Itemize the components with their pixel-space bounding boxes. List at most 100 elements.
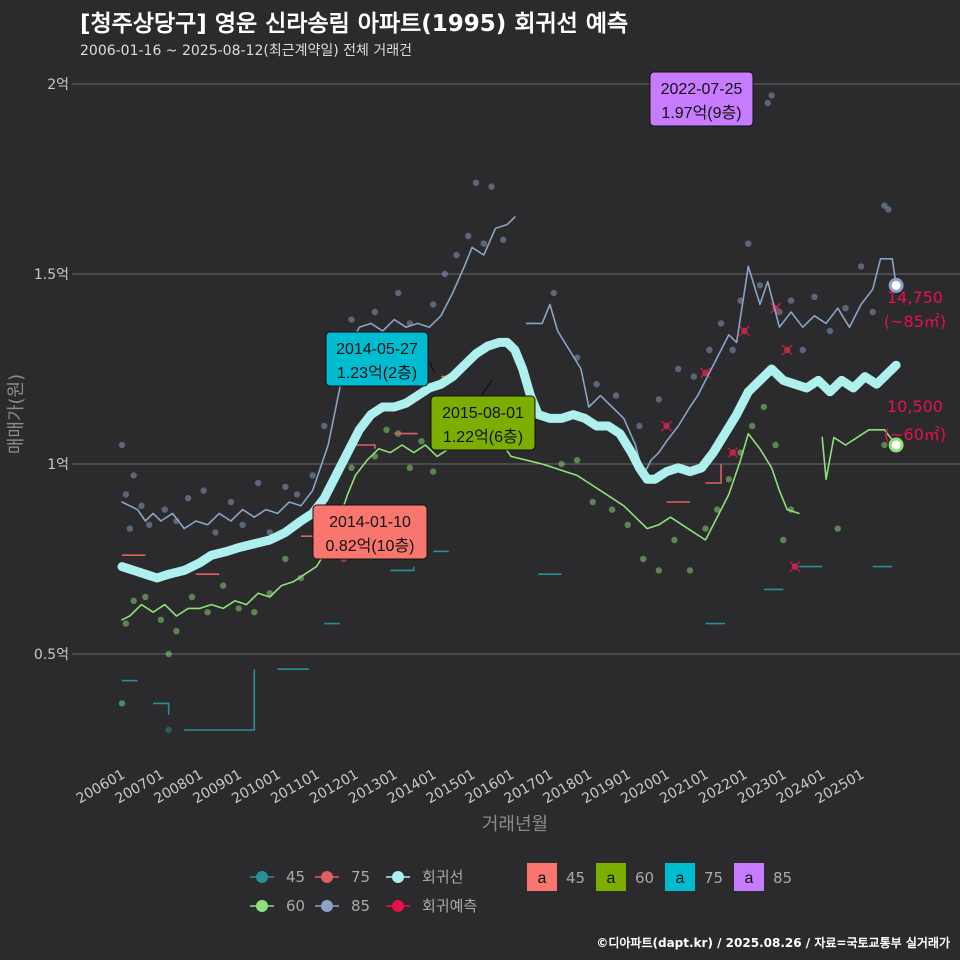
scatter-point-85 [857,263,865,270]
prediction-layer: 14,750 (~85㎡) 10,500 (~60㎡) [884,277,946,453]
scatter-point-85 [430,301,437,308]
y-tick-label: 1억 [47,457,69,473]
scatter-point-85 [480,240,487,247]
scatter-point-85 [453,251,460,259]
scatter-point-60 [558,460,565,468]
series-line-45 [153,702,170,715]
prediction-value: 14,750 [887,288,943,307]
regression-line [117,337,901,583]
prediction-area: (~85㎡) [884,312,946,331]
legend-label-text: 75 [704,869,723,887]
prediction-marker [727,447,739,459]
callout-value: 0.82억(10층) [325,537,414,555]
callout-value: 1.97억(9층) [661,104,741,122]
scatter-point-85 [161,506,168,513]
scatter-point-60 [713,506,721,513]
prediction-marker [789,561,801,573]
prediction-marker [738,325,750,337]
scatter-point-85 [550,289,557,297]
scatter-point-85 [690,373,698,380]
scatter-point-60 [881,441,888,449]
legend-label-swatch [596,863,626,891]
x-axis-title: 거래년월 [482,814,548,835]
scatter-point-85 [612,392,620,399]
legend-label-glyph: a [676,870,685,887]
scatter-point-60 [251,609,258,616]
scatter-point-85 [826,327,834,335]
scatter-point-60 [772,441,779,449]
scatter-point-85 [675,365,682,373]
series-line-45 [390,566,415,572]
legend-item-label: 회귀선 [422,868,463,886]
scatter-point-60 [760,403,768,411]
scatter-point-60 [655,567,663,574]
prediction-point [888,437,904,453]
scatter-point-85 [309,472,316,479]
y-tick-label: 2억 [47,77,69,93]
callout-date: 2015-08-01 [442,405,524,422]
scatter-point-60 [219,582,227,589]
scatter-point-85 [138,502,145,509]
legend-label-swatch [734,863,764,891]
scatter-point-60 [702,525,709,532]
prediction-marker [700,367,711,379]
legend-label-glyph: a [745,870,754,887]
y-tick-label: 1.5억 [34,267,69,283]
callout-labels: 2014-01-10 0.82억(10층) 2014-05-27 1.23억(2층) 2… [312,71,754,560]
scatter-point-85 [282,483,289,490]
scatter-point-60 [589,498,596,506]
legend: 45 75 회귀선 60 85 회귀예측 a 45 a 60 a 75 a 85 [250,863,792,915]
legend-label-text: 45 [566,869,585,887]
callout-box [649,71,754,127]
legend-item-label: 회귀예측 [422,897,477,915]
scatter-point-85 [118,441,126,449]
scatter-point-85 [371,308,379,316]
legend-item-label: 45 [286,868,305,886]
scatter-point-85 [184,495,192,502]
scatter-point-85 [130,472,137,479]
scatter-point-60 [157,616,165,623]
scatter-point-60 [348,464,355,471]
scatter-point-85 [488,183,495,190]
scatter-point-85 [655,396,663,403]
prediction-area: (~60㎡) [884,425,946,444]
scatter-point-85 [636,422,643,430]
scatter-point-60 [640,555,647,563]
legend-label-text: 85 [773,869,792,887]
legend-item-label: 85 [351,897,370,915]
legend-label-swatch [665,863,695,891]
scatter-point-85 [745,240,752,247]
scatter-point-85 [768,92,775,99]
y-tick-label: 0.5억 [34,647,69,663]
scatter-point-85 [227,498,235,506]
legend-item-label: 75 [351,868,370,886]
scatter-point-85 [729,346,736,354]
scatter-point-60 [748,422,756,430]
footer-credit: ©디아파트(dapt.kr) / 2025.08.26 / 자료=국토교통부 실… [596,936,950,950]
callout-box [325,331,429,387]
x-tick-labels: 2006012007012008012009012010012011012012… [74,767,867,808]
legend-key-dot [392,871,404,883]
scatter-point-60 [235,605,242,612]
legend-key-dot [392,900,404,912]
prediction-marker [661,420,673,432]
series-line-85 [121,216,516,530]
scatter-point-60 [834,525,841,532]
scatter-point-85 [239,521,246,528]
y-axis-title: 매매가(원) [6,374,27,454]
scatter-point-45 [165,726,172,734]
callout-box [312,504,428,560]
scatter-point-85 [811,293,818,300]
scatter-point-85 [593,381,600,388]
scatter-point-85 [717,320,725,327]
scatter-point-85 [212,529,219,536]
chart-subtitle: 2006-01-16 ~ 2025-08-12(최근계약일) 전체 거래건 [80,43,412,59]
prediction-marker [770,302,781,314]
y-tick-labels: 0.5억 1억 1.5억 2억 [34,77,69,663]
scatter-point-60 [130,597,137,604]
scatter-point-60 [624,521,631,528]
scatter-point-85 [764,99,771,107]
scatter-point-85 [842,305,849,312]
legend-key-dot [321,900,333,912]
scatter-point-60 [608,506,616,513]
